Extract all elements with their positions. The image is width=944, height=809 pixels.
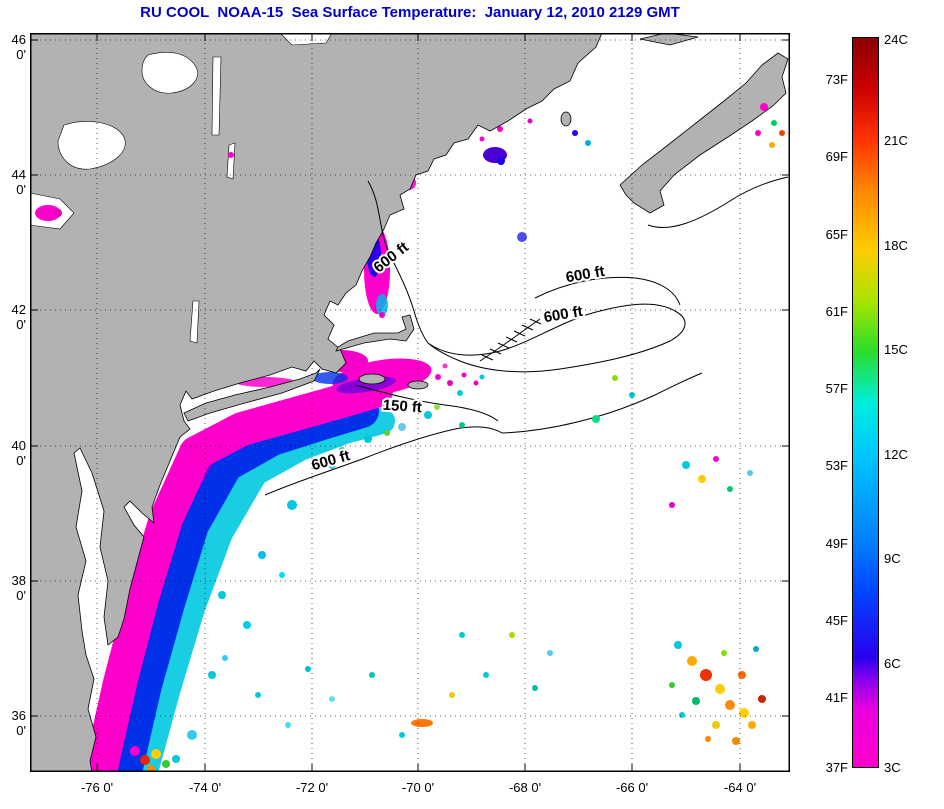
y-tick-label: 36 0' bbox=[11, 708, 26, 738]
colorbar-f-label: 37F bbox=[825, 760, 848, 775]
colorbar-f-label: 73F bbox=[825, 72, 848, 87]
colorbar-f-label: 65F bbox=[825, 227, 848, 242]
y-tick-label: 42 0' bbox=[11, 302, 26, 332]
colorbar-f-label: 69F bbox=[825, 149, 848, 164]
colorbar-f-label: 53F bbox=[825, 458, 848, 473]
depth-contours bbox=[264, 176, 789, 496]
long-island bbox=[183, 368, 321, 422]
colorbar-f-label: 45F bbox=[825, 613, 848, 628]
colorbar-c-label: 15C bbox=[884, 342, 908, 357]
pei-sliver bbox=[639, 32, 699, 46]
colorbar-c-label: 9C bbox=[884, 551, 901, 566]
contour-label-150ft: 150 ft bbox=[382, 397, 422, 417]
gridlines bbox=[30, 33, 790, 772]
colorbar-c-label: 6C bbox=[884, 656, 901, 671]
sst-field bbox=[83, 118, 533, 789]
colorbar-c-label: 3C bbox=[884, 760, 901, 775]
x-tick-label: -68 0' bbox=[508, 780, 542, 795]
colorbar bbox=[852, 37, 879, 768]
figure-title: RU COOL NOAA-15 Sea Surface Temperature:… bbox=[140, 4, 680, 21]
nantucket bbox=[407, 380, 429, 390]
y-tick-label: 38 0' bbox=[11, 573, 26, 603]
sst-speckles bbox=[130, 103, 785, 773]
x-tick-label: -64 0' bbox=[723, 780, 757, 795]
colorbar-f-label: 49F bbox=[825, 536, 848, 551]
mainland bbox=[29, 32, 603, 773]
map-canvas: 600 ft 600 ft 600 ft 150 ft 600 ft bbox=[29, 32, 790, 789]
colorbar-f-label: 41F bbox=[825, 690, 848, 705]
nova-scotia bbox=[619, 52, 789, 214]
y-tick-label: 44 0' bbox=[11, 167, 26, 197]
marthas-vineyard bbox=[358, 373, 386, 385]
x-tick-label: -76 0' bbox=[80, 780, 114, 795]
x-tick-label: -66 0' bbox=[615, 780, 649, 795]
x-tick-label: -70 0' bbox=[401, 780, 435, 795]
colorbar-f-label: 57F bbox=[825, 381, 848, 396]
colorbar-f-label: 61F bbox=[825, 304, 848, 319]
cape-cod bbox=[335, 314, 415, 352]
colorbar-c-label: 12C bbox=[884, 447, 908, 462]
y-tick-label: 40 0' bbox=[11, 438, 26, 468]
inland-sst-specks bbox=[35, 152, 234, 221]
x-tick-label: -74 0' bbox=[188, 780, 222, 795]
colorbar-gradient bbox=[853, 38, 878, 767]
land-group bbox=[29, 32, 789, 773]
grand-manan bbox=[560, 111, 572, 127]
colorbar-c-label: 24C bbox=[884, 32, 908, 47]
colorbar-c-label: 21C bbox=[884, 133, 908, 148]
y-tick-label: 46 0' bbox=[11, 32, 26, 62]
colorbar-c-label: 18C bbox=[884, 238, 908, 253]
map-plot: 600 ft 600 ft 600 ft 150 ft 600 ft bbox=[29, 32, 790, 789]
x-tick-label: -72 0' bbox=[295, 780, 329, 795]
plot-frame bbox=[30, 33, 790, 772]
inland-water bbox=[29, 32, 333, 344]
